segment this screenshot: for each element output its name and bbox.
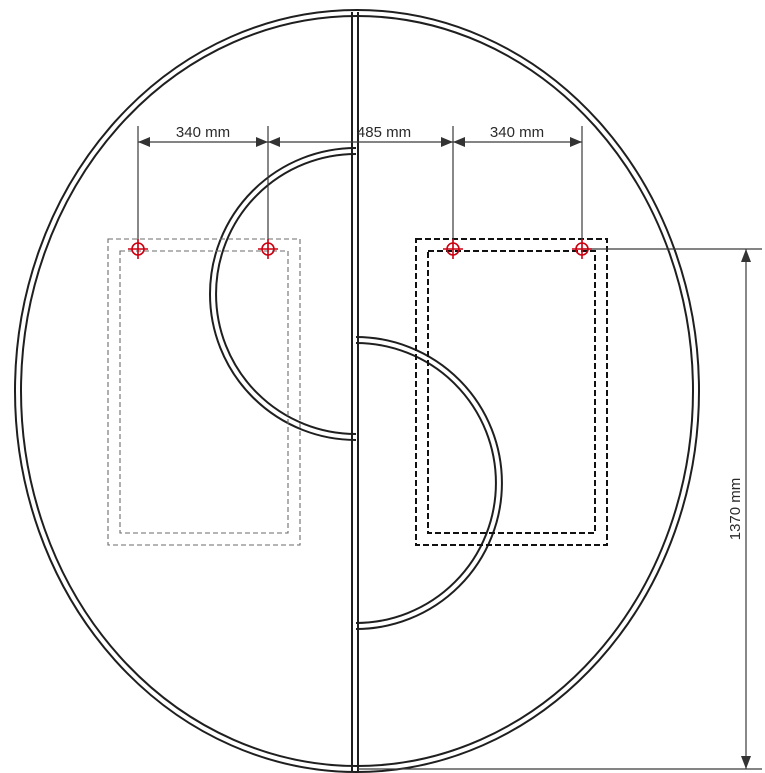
- lower-semicircle-outer: [355, 336, 503, 630]
- outer-ellipse-outer: [14, 9, 700, 773]
- arrowhead: [138, 137, 150, 147]
- dimension-right: [453, 137, 582, 147]
- dimension-height: [741, 249, 751, 769]
- left-mount-frame: [107, 238, 301, 546]
- upper-semicircle-inner: [215, 153, 357, 435]
- arrowhead: [741, 756, 751, 769]
- center-split: [351, 12, 359, 771]
- dimension-label-height: 1370 mm: [727, 478, 744, 541]
- dimension-label-right: 340 mm: [490, 124, 544, 141]
- dimension-center: [268, 137, 453, 147]
- mount-point-2: [258, 239, 278, 259]
- arrowhead: [441, 137, 453, 147]
- dimension-left: [138, 137, 268, 147]
- right-mount-frame-inner: [427, 250, 596, 534]
- left-mount-frame-outer: [107, 238, 301, 546]
- mount-point-3: [443, 239, 463, 259]
- upper-semicircle: [209, 147, 357, 441]
- mount-point-1: [128, 239, 148, 259]
- mount-point-4: [572, 239, 592, 259]
- arrowhead: [453, 137, 465, 147]
- arrowhead: [268, 137, 280, 147]
- upper-semicircle-outer: [209, 147, 357, 441]
- arrowhead: [256, 137, 268, 147]
- extension-lines: [137, 126, 762, 770]
- right-mount-frame: [415, 238, 608, 546]
- lower-semicircle-inner: [355, 342, 497, 624]
- lower-semicircle: [355, 336, 503, 630]
- arrowhead: [570, 137, 582, 147]
- right-mount-frame-outer: [415, 238, 608, 546]
- arrowhead: [741, 249, 751, 262]
- dimension-label-left: 340 mm: [176, 124, 230, 141]
- left-mount-frame-inner: [119, 250, 289, 534]
- dimension-label-center: 485 mm: [357, 124, 411, 141]
